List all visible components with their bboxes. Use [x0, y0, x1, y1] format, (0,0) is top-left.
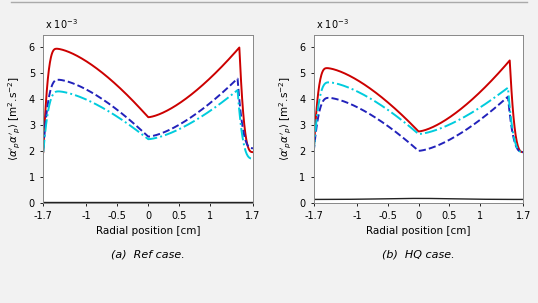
- Text: (b)  HQ case.: (b) HQ case.: [382, 250, 455, 260]
- Y-axis label: $\langle \alpha'_p \alpha'_p \rangle$ [m$^2$.s$^{-2}$]: $\langle \alpha'_p \alpha'_p \rangle$ [m…: [7, 76, 23, 161]
- Y-axis label: $\langle \alpha'_p \alpha'_p \rangle$ [m$^2$.s$^{-2}$]: $\langle \alpha'_p \alpha'_p \rangle$ [m…: [277, 76, 294, 161]
- Text: x 10$^{-3}$: x 10$^{-3}$: [316, 17, 349, 31]
- Text: x 10$^{-3}$: x 10$^{-3}$: [45, 17, 78, 31]
- X-axis label: Radial position [cm]: Radial position [cm]: [96, 226, 200, 236]
- Text: (a)  Ref case.: (a) Ref case.: [111, 250, 185, 260]
- X-axis label: Radial position [cm]: Radial position [cm]: [366, 226, 471, 236]
